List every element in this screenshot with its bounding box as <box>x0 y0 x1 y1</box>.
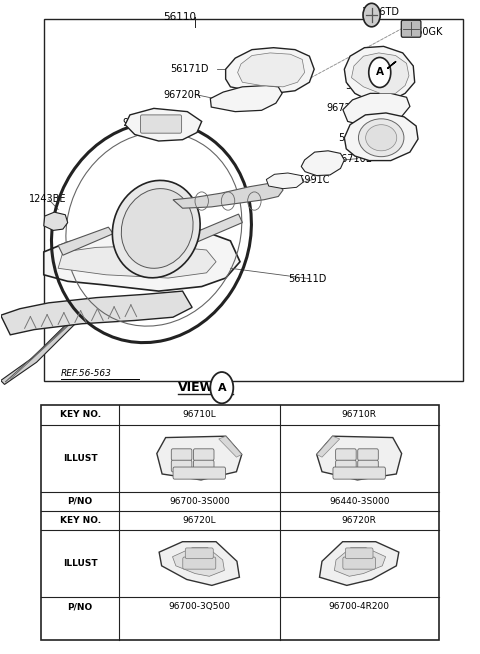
Polygon shape <box>266 173 303 188</box>
Circle shape <box>363 3 380 27</box>
Polygon shape <box>301 151 344 175</box>
Polygon shape <box>210 86 282 112</box>
Text: 56111D: 56111D <box>288 274 326 284</box>
Polygon shape <box>173 183 283 208</box>
Polygon shape <box>351 53 409 94</box>
FancyBboxPatch shape <box>185 548 213 559</box>
Polygon shape <box>159 542 240 585</box>
Polygon shape <box>58 245 216 278</box>
Text: ILLUST: ILLUST <box>63 454 97 462</box>
Polygon shape <box>335 547 385 576</box>
Polygon shape <box>320 542 399 585</box>
Ellipse shape <box>121 188 193 268</box>
Bar <box>41 405 439 640</box>
Ellipse shape <box>112 181 200 278</box>
FancyBboxPatch shape <box>193 460 214 472</box>
Circle shape <box>210 372 233 404</box>
FancyBboxPatch shape <box>343 557 375 569</box>
Polygon shape <box>187 214 242 244</box>
FancyBboxPatch shape <box>193 449 214 460</box>
Polygon shape <box>219 436 242 457</box>
Polygon shape <box>344 113 418 161</box>
FancyBboxPatch shape <box>171 460 192 472</box>
Polygon shape <box>317 436 340 457</box>
Text: 96720L: 96720L <box>182 516 216 525</box>
Text: 96700-3S000: 96700-3S000 <box>169 496 229 506</box>
Text: 1243BE: 1243BE <box>28 194 66 204</box>
Text: 96720R: 96720R <box>163 90 201 99</box>
Polygon shape <box>387 61 396 69</box>
Text: A: A <box>217 383 226 392</box>
Text: 1346TD: 1346TD <box>362 7 400 18</box>
Text: 56171C: 56171C <box>345 80 383 90</box>
Text: 96710R: 96710R <box>342 411 377 419</box>
FancyBboxPatch shape <box>173 467 226 479</box>
Ellipse shape <box>359 119 404 157</box>
Polygon shape <box>58 227 113 255</box>
Polygon shape <box>0 320 77 385</box>
Text: 56170B: 56170B <box>338 133 376 143</box>
FancyBboxPatch shape <box>183 557 216 569</box>
Polygon shape <box>157 436 242 480</box>
Text: 96440-3S000: 96440-3S000 <box>329 496 389 506</box>
FancyBboxPatch shape <box>345 548 373 559</box>
Text: KEY NO.: KEY NO. <box>60 516 101 525</box>
Polygon shape <box>172 547 224 576</box>
Text: KEY NO.: KEY NO. <box>60 411 101 419</box>
Circle shape <box>369 58 391 88</box>
Text: 96700-3Q500: 96700-3Q500 <box>168 602 230 611</box>
Polygon shape <box>238 53 305 87</box>
Text: 96700-4R200: 96700-4R200 <box>329 602 390 611</box>
Ellipse shape <box>366 125 397 151</box>
FancyBboxPatch shape <box>358 449 378 460</box>
Text: 96720L: 96720L <box>326 103 362 112</box>
FancyBboxPatch shape <box>141 115 181 133</box>
FancyBboxPatch shape <box>358 460 378 472</box>
Text: 56991C: 56991C <box>293 175 330 184</box>
Text: 96710L: 96710L <box>182 411 216 419</box>
Text: 56110: 56110 <box>164 12 197 22</box>
Text: 56171D: 56171D <box>170 64 209 74</box>
FancyBboxPatch shape <box>171 449 192 460</box>
Bar <box>44 19 463 381</box>
Text: P/NO: P/NO <box>68 496 93 506</box>
Text: ILLUST: ILLUST <box>63 559 97 568</box>
Polygon shape <box>44 230 240 291</box>
FancyBboxPatch shape <box>333 467 385 479</box>
Polygon shape <box>44 212 68 230</box>
Polygon shape <box>125 109 202 141</box>
Text: VIEW: VIEW <box>178 381 214 394</box>
Polygon shape <box>226 48 314 94</box>
Polygon shape <box>317 436 402 480</box>
Text: 96710R: 96710R <box>123 118 160 128</box>
Polygon shape <box>344 46 415 102</box>
Text: A: A <box>376 67 384 77</box>
Text: 96710L: 96710L <box>336 154 372 164</box>
FancyBboxPatch shape <box>336 460 356 472</box>
FancyBboxPatch shape <box>336 449 356 460</box>
Polygon shape <box>343 94 410 126</box>
FancyBboxPatch shape <box>401 20 421 37</box>
Polygon shape <box>0 291 192 335</box>
Text: REF.56-563: REF.56-563 <box>60 370 111 379</box>
Text: 1360GK: 1360GK <box>405 27 444 37</box>
Text: P/NO: P/NO <box>68 602 93 611</box>
Text: 96720R: 96720R <box>342 516 377 525</box>
